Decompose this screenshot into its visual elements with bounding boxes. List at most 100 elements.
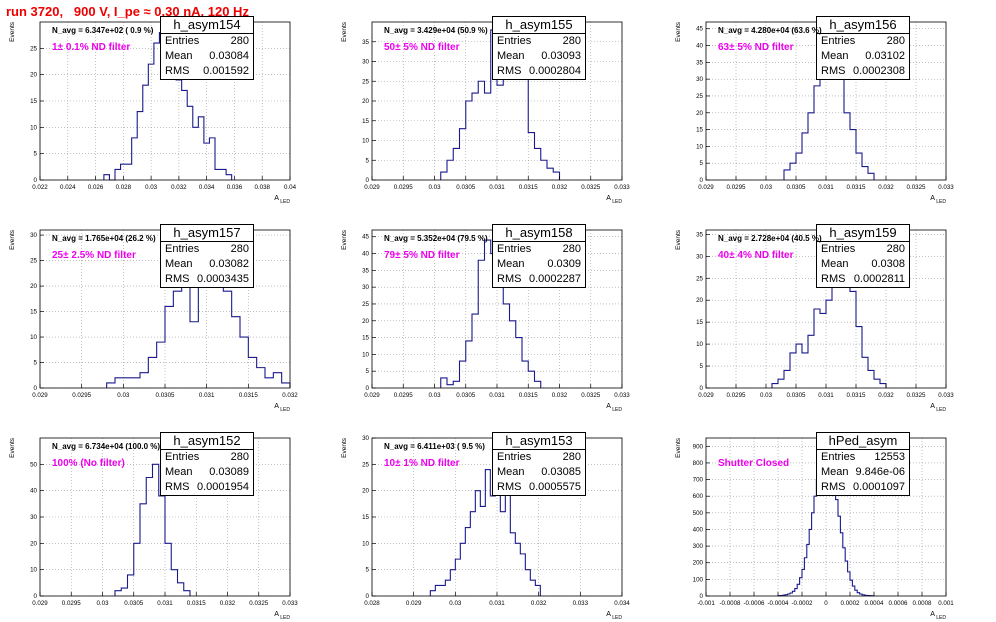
x-tick-label: 0.03 bbox=[117, 392, 130, 399]
x-tick-label: 0.03 bbox=[760, 392, 773, 399]
x-axis-label-subscript: LED bbox=[279, 407, 291, 413]
y-tick-label: 35 bbox=[696, 59, 703, 66]
stat-value: 0.0001954 bbox=[197, 481, 249, 493]
histogram-bars bbox=[440, 29, 561, 180]
stat-row: Entries 280 bbox=[817, 242, 909, 257]
stat-row: Entries 280 bbox=[161, 34, 253, 49]
stat-row: Entries 280 bbox=[493, 34, 585, 49]
x-tick-label: 0.034 bbox=[199, 184, 215, 191]
y-tick-label: 35 bbox=[362, 39, 369, 46]
x-tick-label: 0.0315 bbox=[239, 392, 258, 399]
y-tick-label: 30 bbox=[362, 59, 369, 66]
navg-label: N_avg = 5.352e+04 (79.5 %) bbox=[384, 234, 488, 243]
x-tick-label: 0.033 bbox=[614, 392, 630, 399]
x-axis-label-subscript: LED bbox=[611, 615, 623, 621]
x-tick-label: -0.0002 bbox=[792, 600, 814, 607]
y-tick-label: 10 bbox=[362, 351, 369, 358]
stat-label: Mean bbox=[821, 258, 849, 270]
stat-box: h_asym154 Entries 280 Mean 0.03084 RMS 0.00159… bbox=[160, 16, 254, 80]
x-tick-label: 0.0325 bbox=[907, 184, 926, 191]
x-tick-label: 0.036 bbox=[227, 184, 243, 191]
y-tick-label: 100 bbox=[693, 576, 704, 583]
histogram-name: h_asym155 bbox=[493, 17, 585, 34]
histogram-name: h_asym156 bbox=[817, 17, 909, 34]
x-tick-label: 0.022 bbox=[32, 184, 48, 191]
y-tick-label: 0 bbox=[366, 177, 370, 184]
histogram-name: hPed_asym bbox=[817, 433, 909, 450]
y-tick-label: 0 bbox=[34, 593, 38, 600]
x-axis-label: A LED bbox=[930, 611, 946, 621]
stat-row: RMS 0.0003435 bbox=[161, 272, 253, 287]
x-tick-label: 0.0295 bbox=[394, 392, 413, 399]
x-tick-label: 0.0325 bbox=[581, 184, 600, 191]
navg-label: N_avg = 6.734e+04 (100.0 %) bbox=[52, 442, 161, 451]
y-tick-label: 700 bbox=[693, 477, 704, 484]
x-axis-label: A LED bbox=[930, 403, 946, 413]
stat-box: h_asym155 Entries 280 Mean 0.03093 RMS 0.00028… bbox=[492, 16, 586, 80]
y-tick-label: 20 bbox=[362, 98, 369, 105]
x-tick-label: 0.029 bbox=[406, 600, 422, 607]
y-tick-label: 200 bbox=[693, 560, 704, 567]
stat-label: Mean bbox=[497, 466, 525, 478]
y-tick-label: 600 bbox=[693, 493, 704, 500]
stat-value: 0.03082 bbox=[209, 258, 249, 270]
y-axis-label: Events bbox=[341, 437, 348, 458]
y-tick-label: 15 bbox=[30, 309, 37, 316]
y-tick-label: 40 bbox=[30, 488, 37, 495]
x-tick-label: 0.031 bbox=[489, 600, 505, 607]
x-tick-label: 0.032 bbox=[171, 184, 187, 191]
y-tick-label: 20 bbox=[696, 110, 703, 117]
stat-box: h_asym156 Entries 280 Mean 0.03102 RMS 0.00023… bbox=[816, 16, 910, 80]
stat-row: Entries 280 bbox=[817, 34, 909, 49]
x-tick-label: -0.0004 bbox=[768, 600, 790, 607]
stat-value: 0.0002308 bbox=[853, 65, 905, 77]
x-tick-label: 0.0305 bbox=[787, 184, 806, 191]
x-tick-label: 0.03 bbox=[760, 184, 773, 191]
stat-label: Entries bbox=[497, 243, 532, 255]
y-tick-label: 25 bbox=[696, 93, 703, 100]
navg-label: N_avg = 6.347e+02 ( 0.9 %) bbox=[52, 26, 154, 35]
stat-value: 280 bbox=[230, 243, 249, 255]
x-tick-label: 0.0305 bbox=[456, 184, 475, 191]
stat-row: Mean 0.0309 bbox=[493, 257, 585, 272]
x-tick-label: 0.0315 bbox=[187, 600, 206, 607]
y-tick-label: 35 bbox=[696, 231, 703, 238]
y-tick-label: 25 bbox=[362, 78, 369, 85]
stat-label: RMS bbox=[821, 65, 846, 77]
filter-annotation: 1± 0.1% ND filter bbox=[52, 42, 131, 53]
stat-value: 0.03084 bbox=[209, 50, 249, 62]
y-tick-label: 400 bbox=[693, 526, 704, 533]
x-axis-label-subscript: LED bbox=[279, 199, 291, 205]
x-axis-label-subscript: LED bbox=[279, 615, 291, 621]
y-tick-label: 900 bbox=[693, 443, 704, 450]
y-tick-label: 15 bbox=[362, 514, 369, 521]
stat-value: 0.0309 bbox=[547, 258, 581, 270]
x-tick-label: 0.032 bbox=[878, 184, 894, 191]
stat-label: Entries bbox=[821, 451, 856, 463]
stat-value: 0.0002804 bbox=[529, 65, 581, 77]
stat-row: RMS 0.001592 bbox=[161, 64, 253, 79]
y-tick-label: 10 bbox=[30, 124, 37, 131]
x-tick-label: 0.0305 bbox=[456, 392, 475, 399]
stat-row: Entries 280 bbox=[161, 450, 253, 465]
stat-row: Mean 0.03093 bbox=[493, 49, 585, 64]
y-tick-label: 20 bbox=[30, 283, 37, 290]
histogram-bars bbox=[429, 469, 541, 596]
y-tick-label: 15 bbox=[696, 319, 703, 326]
stat-value: 0.0003435 bbox=[197, 273, 249, 285]
stat-value: 280 bbox=[562, 451, 581, 463]
stat-row: Mean 0.03085 bbox=[493, 465, 585, 480]
x-tick-label: 0.031 bbox=[818, 184, 834, 191]
y-tick-label: 5 bbox=[34, 360, 38, 367]
x-tick-label: 0.033 bbox=[938, 184, 954, 191]
run-title: run 3720, 900 V, I_pe ≈ 0.30 nA, 120 Hz bbox=[6, 4, 249, 19]
x-tick-label: 0.038 bbox=[254, 184, 270, 191]
y-tick-label: 50 bbox=[30, 461, 37, 468]
stat-row: RMS 0.0005575 bbox=[493, 480, 585, 495]
x-tick-label: 0.033 bbox=[573, 600, 589, 607]
y-axis-label: Events bbox=[341, 21, 348, 42]
x-tick-label: -0.001 bbox=[697, 600, 715, 607]
filter-annotation: 25± 2.5% ND filter bbox=[52, 250, 136, 261]
stat-row: Entries 280 bbox=[493, 242, 585, 257]
